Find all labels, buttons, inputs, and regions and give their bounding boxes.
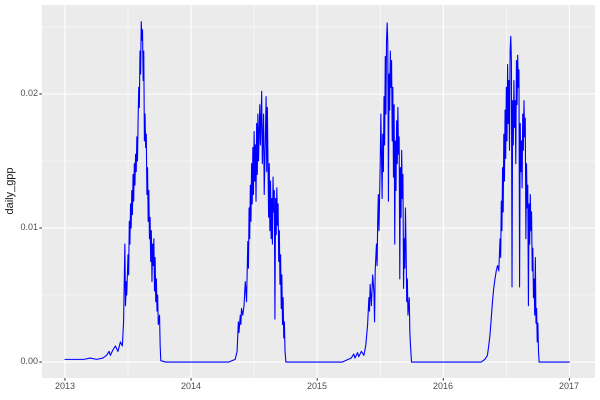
y-axis-title: daily_gpp: [4, 167, 16, 215]
x-tick-label-2017: 2017: [558, 381, 580, 391]
x-tick-label-2015: 2015: [306, 381, 328, 391]
y-tick-label-1: 0.01: [20, 222, 38, 232]
x-tick-label-2016: 2016: [432, 381, 454, 391]
x-tick-label-2013: 2013: [54, 381, 76, 391]
daily-gpp-line: [64, 21, 570, 363]
y-tick-label-0: 0.00: [20, 356, 38, 366]
y-tick-label-2: 0.02: [20, 88, 38, 98]
x-tick-label-2014: 2014: [180, 381, 202, 391]
